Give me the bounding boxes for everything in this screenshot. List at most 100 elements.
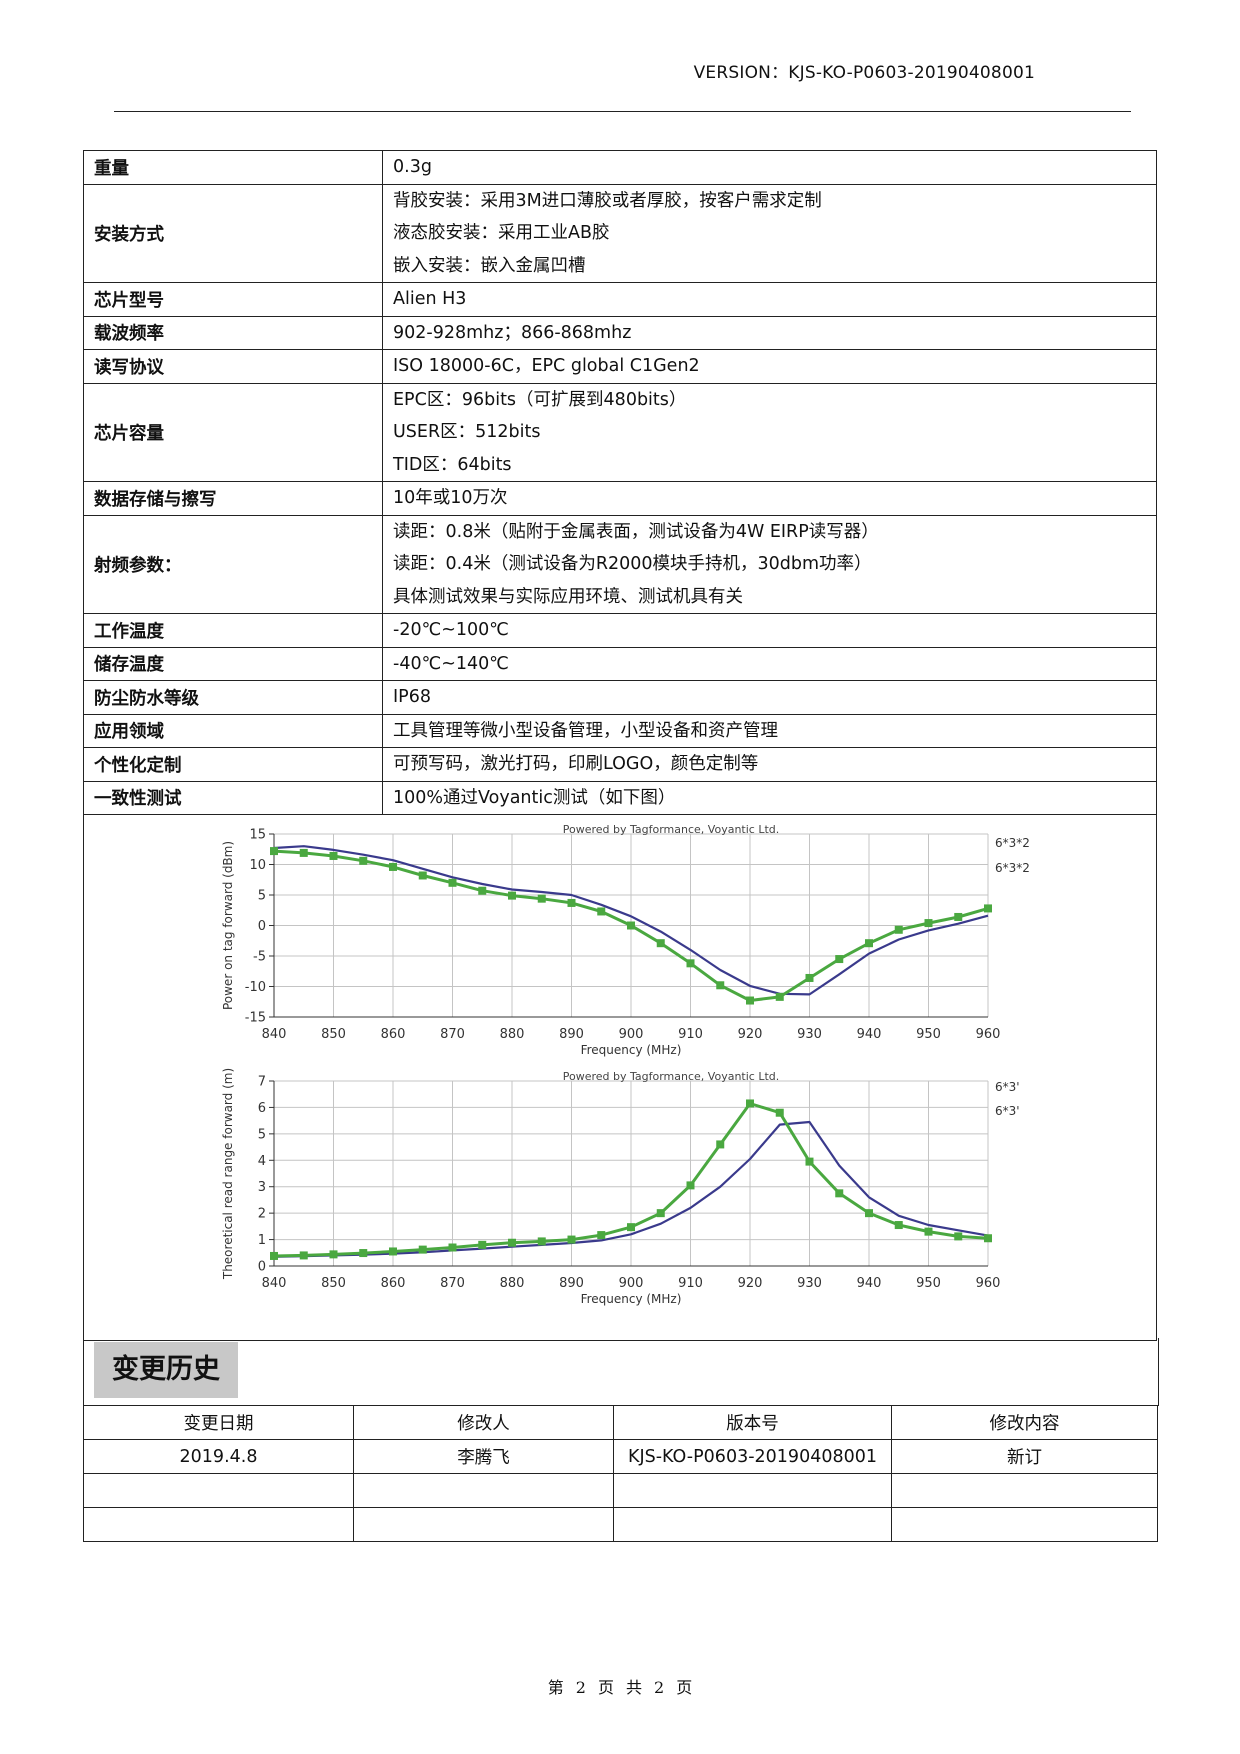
spec-line: 嵌入安装：嵌入金属凹槽 bbox=[393, 255, 586, 276]
series-line bbox=[273, 845, 989, 996]
y-tick-label: 2 bbox=[258, 1207, 266, 1222]
history-cell: 2019.4.8 bbox=[83, 1439, 354, 1474]
y-tick-label: -5 bbox=[253, 950, 266, 965]
spec-row-application: 应用领域 工具管理等微小型设备管理，小型设备和资产管理 bbox=[83, 713, 1157, 748]
x-tick-label: 870 bbox=[440, 1276, 465, 1291]
chart-credit: Powered by Tagformance, Voyantic Ltd. bbox=[563, 1070, 780, 1083]
history-row: 2019.4.8 李腾飞 KJS-KO-P0603-20190408001 新订 bbox=[83, 1439, 1158, 1474]
spec-label: 安装方式 bbox=[83, 183, 383, 283]
spec-row-protocol: 读写协议 ISO 18000-6C，EPC global C1Gen2 bbox=[83, 349, 1157, 384]
history-cell bbox=[353, 1507, 614, 1542]
x-tick-label: 960 bbox=[976, 1027, 1001, 1042]
data-point bbox=[359, 856, 368, 865]
data-point bbox=[746, 1099, 754, 1108]
history-cell bbox=[613, 1507, 892, 1542]
history-cell bbox=[83, 1507, 354, 1542]
x-axis-label: Frequency (MHz) bbox=[581, 1043, 682, 1057]
x-tick-label: 890 bbox=[559, 1027, 584, 1042]
spec-value: IP68 bbox=[382, 680, 1157, 715]
data-point bbox=[954, 912, 963, 921]
spec-line: TID区：64bits bbox=[393, 454, 512, 475]
y-tick-label: 7 bbox=[258, 1075, 266, 1090]
spec-row-carrier-frequency: 载波频率 902-928mhz；866-868mhz bbox=[83, 315, 1157, 350]
spec-row-storage-temp: 储存温度 -40℃~140℃ bbox=[83, 646, 1157, 681]
spec-line: 读距：0.4米（测试设备为R2000模块手持机，30dbm功率） bbox=[393, 554, 872, 574]
data-point bbox=[746, 996, 754, 1005]
data-point bbox=[775, 1108, 784, 1117]
spec-label: 射频参数： bbox=[83, 514, 383, 614]
version-header: VERSION：KJS-KO-P0603-20190408001 bbox=[693, 63, 1035, 83]
spec-row-weight: 重量 0.3g bbox=[83, 150, 1157, 185]
data-point bbox=[418, 1245, 427, 1254]
y-tick-label: 3 bbox=[258, 1180, 266, 1195]
data-point bbox=[478, 1240, 487, 1249]
x-tick-label: 900 bbox=[619, 1276, 644, 1291]
data-point bbox=[894, 1221, 903, 1230]
spec-label: 一致性测试 bbox=[83, 780, 383, 815]
spec-value: 背胶安装：采用3M进口薄胶或者厚胶，按客户需求定制 液态胶安装：采用工业AB胶 … bbox=[382, 183, 1157, 283]
legend-label: 6*3' bbox=[995, 1104, 1020, 1118]
data-point bbox=[597, 907, 606, 916]
spec-label: 芯片型号 bbox=[83, 282, 383, 317]
spec-row-customization: 个性化定制 可预写码，激光打码，印刷LOGO，颜色定制等 bbox=[83, 747, 1157, 782]
data-point bbox=[389, 862, 397, 871]
history-table: 变更日期 修改人 版本号 修改内容 2019.4.8 李腾飞 KJS-KO-P0… bbox=[83, 1405, 1158, 1542]
y-tick-label: 15 bbox=[249, 828, 266, 843]
history-col-header: 版本号 bbox=[613, 1405, 892, 1440]
data-point bbox=[835, 955, 844, 964]
data-point bbox=[418, 871, 427, 880]
spec-label: 储存温度 bbox=[83, 646, 383, 681]
data-point bbox=[270, 1251, 278, 1260]
spec-value: -20℃~100℃ bbox=[382, 613, 1157, 648]
header-divider bbox=[114, 111, 1131, 112]
spec-row-chip-model: 芯片型号 Alien H3 bbox=[83, 282, 1157, 317]
history-header-row: 变更日期 修改人 版本号 修改内容 bbox=[83, 1405, 1158, 1440]
data-point bbox=[656, 1209, 665, 1218]
chart-credit: Powered by Tagformance, Voyantic Ltd. bbox=[563, 823, 780, 836]
x-tick-label: 860 bbox=[381, 1276, 406, 1291]
history-row bbox=[83, 1507, 1158, 1542]
spec-row-chip-capacity: 芯片容量 EPC区：96bits（可扩展到480bits） USER区：512b… bbox=[83, 382, 1157, 482]
spec-line: 背胶安装：采用3M进口薄胶或者厚胶，按客户需求定制 bbox=[393, 190, 822, 211]
history-cell bbox=[891, 1473, 1158, 1508]
x-tick-label: 960 bbox=[976, 1276, 1001, 1291]
data-point bbox=[865, 1209, 873, 1218]
data-point bbox=[597, 1231, 606, 1240]
spec-label: 工作温度 bbox=[83, 613, 383, 648]
data-point bbox=[924, 1227, 933, 1236]
spec-value: 100%通过Voyantic测试（如下图） bbox=[382, 780, 1157, 815]
x-tick-label: 860 bbox=[381, 1027, 406, 1042]
y-tick-label: 1 bbox=[258, 1233, 266, 1248]
x-tick-label: 850 bbox=[321, 1027, 346, 1042]
spec-label: 防尘防水等级 bbox=[83, 680, 383, 715]
spec-label: 读写协议 bbox=[83, 349, 383, 384]
history-cell: 新订 bbox=[891, 1439, 1158, 1474]
spec-label: 数据存储与擦写 bbox=[83, 481, 383, 516]
y-axis-label: Power on tag forward (dBm) bbox=[221, 841, 235, 1010]
spec-row-rf-params: 射频参数： 读距：0.8米（贴附于金属表面，测试设备为4W EIRP读写器） 读… bbox=[83, 514, 1157, 614]
data-point bbox=[656, 939, 665, 948]
x-tick-label: 890 bbox=[559, 1276, 584, 1291]
spec-line: 读距：0.8米（贴附于金属表面，测试设备为4W EIRP读写器） bbox=[393, 521, 879, 542]
y-axis-label: Theoretical read range forward (m) bbox=[221, 1068, 235, 1280]
spec-row-mount: 安装方式 背胶安装：采用3M进口薄胶或者厚胶，按客户需求定制 液态胶安装：采用工… bbox=[83, 183, 1157, 283]
data-point bbox=[389, 1247, 397, 1256]
data-point bbox=[508, 891, 516, 900]
legend-label: 6*3' bbox=[995, 1080, 1020, 1094]
footer-text: 共 bbox=[626, 1678, 643, 1697]
data-point bbox=[299, 848, 308, 857]
history-title: 变更历史 bbox=[94, 1342, 238, 1398]
data-point bbox=[775, 992, 784, 1001]
x-tick-label: 940 bbox=[857, 1027, 882, 1042]
y-tick-label: 6 bbox=[258, 1101, 266, 1116]
data-point bbox=[329, 851, 338, 860]
data-point bbox=[567, 898, 576, 907]
spec-line: 液态胶安装：采用工业AB胶 bbox=[393, 223, 610, 243]
spec-value: EPC区：96bits（可扩展到480bits） USER区：512bits T… bbox=[382, 382, 1157, 482]
x-tick-label: 950 bbox=[916, 1027, 941, 1042]
x-axis-label: Frequency (MHz) bbox=[581, 1292, 682, 1306]
data-point bbox=[627, 1223, 635, 1232]
y-tick-label: 0 bbox=[258, 1260, 266, 1275]
spec-label: 载波频率 bbox=[83, 315, 383, 350]
data-point bbox=[716, 981, 725, 990]
